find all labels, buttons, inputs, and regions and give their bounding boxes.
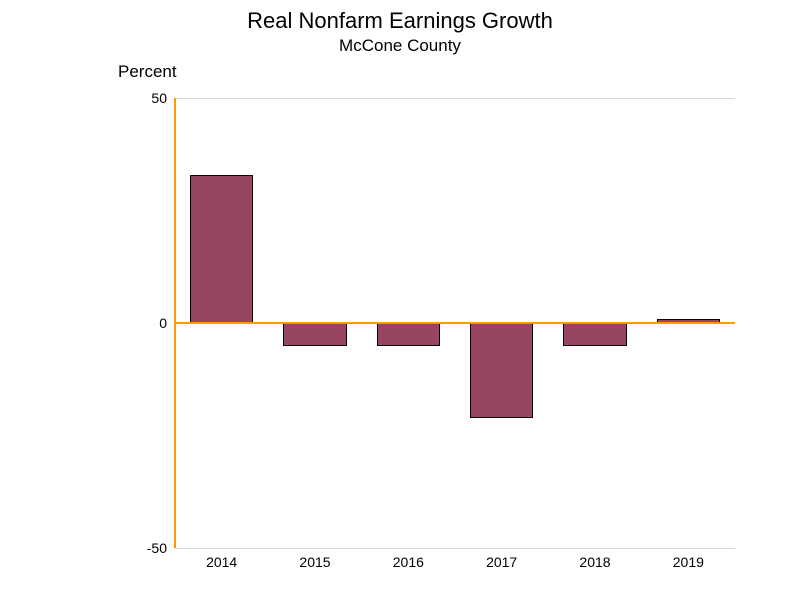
gridline — [175, 548, 735, 549]
y-axis-label: Percent — [118, 62, 177, 82]
x-tick-label: 2016 — [393, 548, 424, 570]
y-tick-label: 0 — [159, 315, 175, 331]
y-tick-label: -50 — [147, 540, 175, 556]
plot-area: -50050201420152016201720182019 — [175, 98, 735, 548]
zero-line — [175, 322, 735, 324]
bar — [190, 175, 253, 324]
x-tick-label: 2018 — [579, 548, 610, 570]
chart-container: Real Nonfarm Earnings Growth McCone Coun… — [0, 0, 800, 600]
x-tick-label: 2019 — [673, 548, 704, 570]
chart-title: Real Nonfarm Earnings Growth — [0, 8, 800, 34]
x-tick-label: 2017 — [486, 548, 517, 570]
gridline — [175, 98, 735, 99]
bar — [377, 323, 440, 346]
bar — [563, 323, 626, 346]
bar — [470, 323, 533, 418]
bar — [283, 323, 346, 346]
x-tick-label: 2015 — [299, 548, 330, 570]
y-axis-line — [174, 98, 176, 548]
y-tick-label: 50 — [151, 90, 175, 106]
chart-subtitle: McCone County — [0, 36, 800, 56]
x-tick-label: 2014 — [206, 548, 237, 570]
